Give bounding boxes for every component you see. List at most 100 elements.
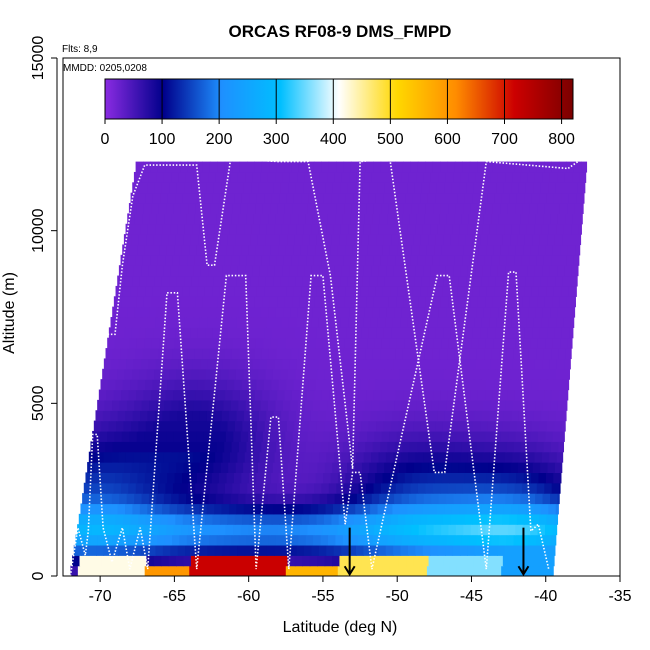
field-cell: [492, 482, 501, 494]
field-cell: [415, 317, 424, 328]
field-cell: [408, 493, 417, 505]
field-cell: [533, 275, 542, 287]
field-cell: [231, 348, 240, 360]
field-cell: [510, 462, 519, 473]
field-cell: [200, 451, 209, 463]
field-cell: [413, 462, 422, 473]
field-cell: [549, 451, 558, 463]
field-cell: [418, 524, 427, 536]
field-cell: [483, 493, 492, 505]
field-cell: [276, 348, 285, 360]
field-cell: [500, 203, 509, 214]
field-cell: [210, 296, 219, 308]
field-cell: [460, 451, 469, 463]
field-cell: [250, 555, 259, 567]
field-cell: [344, 524, 353, 536]
field-cell: [509, 420, 518, 432]
field-cell: [357, 441, 366, 453]
field-cell: [242, 234, 251, 246]
field-cell: [118, 358, 127, 370]
field-cell: [263, 472, 272, 484]
field-cell: [193, 306, 202, 318]
field-cell: [421, 182, 430, 194]
field-cell: [321, 482, 330, 494]
field-cell: [439, 213, 448, 225]
field-cell: [451, 462, 460, 473]
field-cell: [172, 254, 181, 266]
field-cell: [234, 379, 243, 391]
field-cell: [185, 171, 194, 183]
field-cell: [451, 275, 460, 287]
field-cell: [543, 348, 552, 360]
field-cell: [457, 192, 466, 204]
field-cell: [224, 254, 233, 266]
field-cell: [326, 451, 335, 463]
field-cell: [454, 254, 463, 266]
field-cell: [383, 513, 392, 525]
field-cell: [438, 171, 447, 183]
arrow-down-marker: [343, 527, 356, 576]
field-cell: [250, 462, 259, 473]
field-cell: [357, 306, 366, 318]
field-cell: [421, 555, 430, 567]
field-cell: [434, 244, 443, 256]
field-cell: [428, 462, 437, 473]
field-cell: [535, 306, 544, 318]
field-cell: [104, 493, 113, 505]
field-cell: [511, 317, 520, 328]
field-cell: [511, 503, 520, 515]
field-cell: [264, 192, 273, 204]
field-cell: [206, 368, 215, 380]
field-cell: [342, 493, 351, 505]
field-cell: [326, 544, 335, 556]
field-cell: [343, 482, 352, 494]
field-cell: [174, 565, 183, 576]
field-cell: [152, 565, 161, 576]
field-cell: [128, 482, 137, 494]
field-cell: [338, 513, 347, 525]
field-cell: [505, 171, 514, 183]
field-cell: [554, 327, 563, 339]
field-cell: [562, 368, 570, 380]
field-cell: [455, 389, 464, 401]
field-cell: [485, 430, 494, 442]
field-cell: [378, 544, 387, 556]
field-cell: [518, 368, 527, 380]
field-cell: [177, 451, 186, 463]
field-cell: [423, 265, 432, 277]
field-cell: [440, 389, 449, 401]
field-cell: [356, 493, 365, 505]
field-cell: [178, 171, 187, 183]
field-cell: [227, 513, 236, 525]
field-cell: [442, 420, 451, 432]
field-cell: [193, 493, 202, 505]
field-cell: [526, 223, 535, 235]
field-cell: [568, 379, 570, 391]
field-cell: [228, 503, 238, 515]
field-cell: [111, 493, 120, 505]
field-cell: [387, 441, 396, 453]
field-cell: [253, 534, 262, 546]
field-cell: [181, 524, 190, 536]
field-cell: [208, 265, 217, 277]
field-cell: [328, 482, 337, 494]
field-cell: [361, 234, 370, 246]
field-cell: [298, 213, 307, 225]
field-cell: [444, 182, 453, 194]
field-cell: [324, 462, 333, 473]
field-cell: [413, 327, 422, 339]
field-cell: [340, 182, 349, 194]
field-cell: [248, 337, 257, 349]
field-cell: [240, 337, 249, 349]
field-cell: [513, 213, 522, 225]
field-cell: [379, 306, 388, 318]
field-cell: [384, 555, 393, 567]
field-cell: [519, 451, 528, 463]
field-cell: [137, 285, 146, 297]
field-cell: [236, 223, 245, 235]
field-cell: [145, 513, 154, 525]
field-cell: [433, 337, 442, 349]
field-cell: [355, 223, 364, 235]
field-cell: [313, 348, 322, 360]
field-cell: [177, 223, 186, 235]
